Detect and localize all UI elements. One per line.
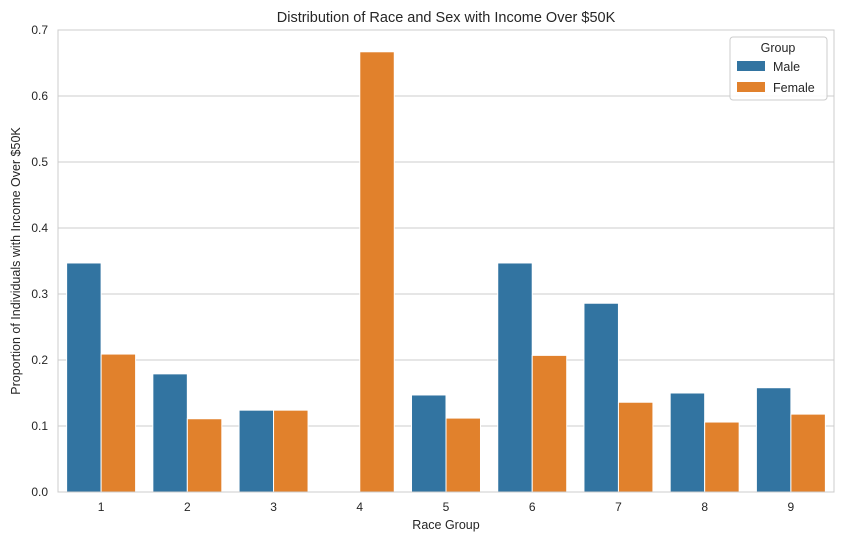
bar-female-2	[186, 418, 223, 493]
y-tick-label: 0.0	[31, 485, 48, 499]
y-tick-labels: 0.0 0.1 0.2 0.3 0.4 0.5 0.6 0.7	[31, 23, 48, 499]
x-tick-label: 4	[356, 500, 363, 514]
bar-female-9	[790, 413, 826, 493]
y-tick-label: 0.1	[31, 419, 48, 433]
x-tick-labels: 1 2 3 4 5 6 7 8 9	[98, 500, 795, 514]
bar-male-5	[411, 394, 447, 493]
x-tick-label: 9	[788, 500, 795, 514]
chart-title: Distribution of Race and Sex with Income…	[277, 10, 616, 26]
plot-frame	[57, 29, 835, 493]
bar-female-4	[359, 51, 395, 493]
bar-female-1	[100, 353, 137, 493]
x-tick-label: 3	[270, 500, 277, 514]
bar-male-3	[238, 409, 275, 493]
bar-female-8	[704, 421, 740, 493]
y-tick-label: 0.3	[31, 287, 48, 301]
x-tick-label: 6	[529, 500, 536, 514]
bar-male-7	[583, 302, 619, 493]
legend: Group Male Female	[729, 36, 828, 101]
x-tick-label: 5	[443, 500, 450, 514]
x-tick-label: 7	[615, 500, 622, 514]
bar-female-5	[445, 417, 481, 493]
legend-swatch-male	[737, 61, 765, 71]
y-tick-label: 0.5	[31, 155, 48, 169]
x-tick-label: 8	[701, 500, 708, 514]
bar-female-3	[273, 409, 309, 493]
bar-male-2	[152, 373, 188, 493]
x-tick-label: 2	[184, 500, 191, 514]
bar-male-9	[755, 387, 792, 493]
bar-female-7	[617, 401, 654, 493]
legend-label-male: Male	[773, 60, 800, 74]
bar-male-8	[669, 392, 706, 493]
legend-swatch-female	[737, 82, 765, 92]
y-tick-label: 0.7	[31, 23, 48, 37]
x-tick-label: 1	[98, 500, 105, 514]
bars	[66, 51, 826, 493]
legend-label-female: Female	[773, 81, 815, 95]
x-axis-label: Race Group	[412, 518, 479, 532]
bar-male-6	[497, 262, 533, 493]
legend-title: Group	[761, 41, 796, 55]
bar-female-6	[531, 354, 568, 493]
bar-male-1	[66, 262, 102, 493]
y-axis-label: Proportion of Individuals with Income Ov…	[9, 127, 23, 395]
y-tick-label: 0.2	[31, 353, 48, 367]
y-tick-label: 0.6	[31, 89, 48, 103]
y-tick-label: 0.4	[31, 221, 48, 235]
